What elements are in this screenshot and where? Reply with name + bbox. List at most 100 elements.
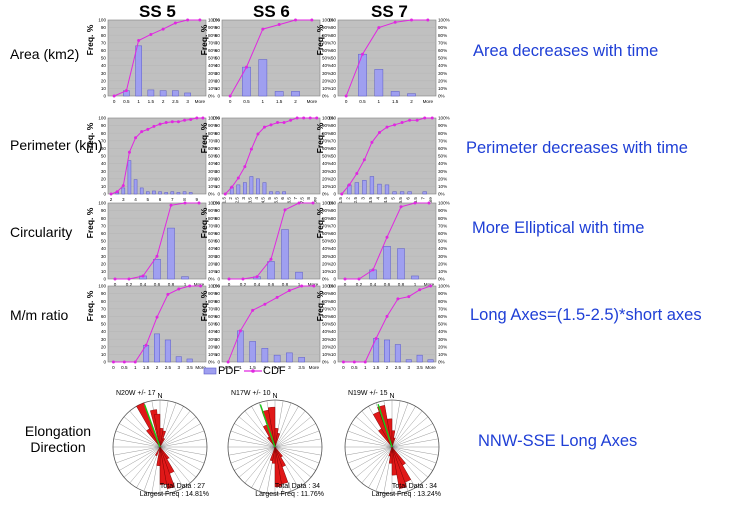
circularity-ss7-right-tick: 20%	[438, 261, 447, 266]
rose-ss5-spoke	[115, 446, 161, 464]
column-header-ss7: SS 7	[371, 2, 408, 21]
mm-ratio-ss5-right-tick: 80%	[208, 299, 217, 304]
mm-ratio-ss5-pdf-bar	[154, 333, 160, 363]
rose-ss7-spoke	[391, 446, 433, 471]
circularity-ss5-right-tick: 80%	[208, 216, 217, 221]
area-ss5-cdf-point	[112, 94, 116, 98]
perimeter-ss6-left-tick: 30	[215, 169, 221, 174]
perimeter-ss5-cdf-point	[195, 116, 199, 120]
perimeter-ss5-pdf-bar	[127, 160, 132, 195]
mm-ratio-ss6-category-label: 3	[288, 365, 291, 370]
rose-ss7-petal	[372, 411, 393, 448]
rose-ss5-total-data: Total Data : 27	[160, 483, 205, 490]
perimeter-ss7-right-tick: 100%	[438, 116, 450, 121]
mm-ratio-ss7-cdf-point	[396, 297, 400, 301]
circularity-ss7-left-tick: 30	[331, 254, 337, 259]
mm-ratio-ss5-right-tick: 90%	[208, 291, 217, 296]
circularity-ss5-right-tick: 0%	[208, 277, 215, 282]
perimeter-ss5-cdf-point	[170, 120, 174, 124]
circularity-ss6-left-tick: 30	[215, 254, 221, 259]
mm-ratio-ss5-cdf-point	[166, 292, 170, 296]
mm-ratio-ss7-category-label: 1	[364, 365, 367, 370]
circularity-ss5-cdf-point	[197, 201, 201, 205]
perimeter-ss7-category-label: 1.5	[338, 197, 343, 204]
perimeter-ss6-y-axis-label: Freq. %	[199, 122, 209, 153]
perimeter-ss5-cdf-point	[140, 130, 144, 134]
area-ss5-right-tick: 80%	[208, 33, 217, 38]
perimeter-ss6-left-tick: 0	[217, 192, 220, 197]
perimeter-ss6-cdf-point	[282, 121, 286, 125]
area-ss6-right-tick: 60%	[322, 48, 331, 53]
perimeter-ss5-cdf-point	[176, 120, 180, 124]
circularity-ss7-right-tick: 70%	[438, 223, 447, 228]
rose-ss7-spoke	[355, 416, 393, 448]
circularity-ss6-cdf-point	[255, 275, 259, 279]
mm-ratio-ss6-cdf-point	[251, 308, 255, 312]
perimeter-ss7-left-tick: 50	[331, 154, 337, 159]
perimeter-ss5-cdf-point	[127, 150, 131, 154]
rose-ss6-direction-label: N17W +/- 10	[231, 390, 271, 397]
area-ss6-y-axis-label: Freq. %	[199, 24, 209, 55]
perimeter-ss7-left-tick: 40	[331, 161, 337, 166]
perimeter-ss7-left-tick: 20	[331, 176, 337, 181]
circularity-ss6-pdf-bar	[267, 261, 275, 280]
mm-ratio-ss7-cdf-point	[352, 360, 356, 364]
perimeter-ss7-pdf-bar	[407, 191, 412, 195]
mm-ratio-ss6-category-label: 0.5	[225, 365, 232, 370]
area-ss7-left-tick: 70	[331, 40, 337, 45]
area-ss7-left-tick: 100	[328, 18, 336, 23]
circularity-ss5-right-tick: 60%	[208, 231, 217, 236]
mm-ratio-ss6-pdf-bar	[261, 348, 269, 363]
perimeter-ss6-category-label: 8	[306, 197, 311, 200]
area-ss6-right-tick: 10%	[322, 86, 331, 91]
area-ss5-left-tick: 20	[101, 78, 107, 83]
area-ss7-pdf-bar	[407, 93, 416, 97]
circularity-ss5-cdf-point	[113, 277, 117, 281]
perimeter-ss6-cdf-point	[236, 176, 240, 180]
area-ss6-cdf-point	[294, 18, 297, 22]
area-ss6-right-tick: 30%	[322, 71, 331, 76]
mm-ratio-ss6-category-label: 2	[264, 365, 267, 370]
mm-ratio-ss7-cdf-point	[374, 336, 378, 340]
area-ss5-pdf-bar	[147, 89, 155, 97]
circularity-ss7-category-label: 0.4	[370, 282, 377, 287]
perimeter-ss7-left-tick: 0	[333, 192, 336, 197]
circularity-ss7-pdf-bar	[383, 246, 391, 280]
area-ss5-category-label: More	[195, 99, 206, 104]
circularity-ss6-right-tick: 80%	[322, 216, 331, 221]
circularity-ss7-category-label: 0.6	[384, 282, 391, 287]
circularity-ss5-left-tick: 80	[101, 216, 107, 221]
circularity-ss5-left-tick: 100	[98, 201, 106, 206]
area-ss6-left-tick: 50	[215, 56, 221, 61]
area-ss5-right-tick: 60%	[208, 48, 217, 53]
mm-ratio-ss5-right-tick: 0%	[208, 360, 215, 365]
perimeter-ss7-left-tick: 100	[328, 116, 336, 121]
rose-ss5-spoke	[159, 410, 191, 448]
area-ss7-right-tick: 40%	[438, 63, 447, 68]
perimeter-ss6-left-tick: 90	[215, 123, 221, 128]
circularity-ss6-left-tick: 90	[215, 208, 221, 213]
circularity-ss7-left-tick: 20	[331, 261, 337, 266]
circularity-ss5-cdf-point	[127, 277, 131, 281]
area-ss7-right-tick: 70%	[438, 40, 447, 45]
mm-ratio-ss5-left-tick: 100	[98, 284, 106, 289]
mm-ratio-ss6-left-tick: 10	[215, 352, 221, 357]
mm-ratio-ss7-category-label: 1.5	[373, 365, 380, 370]
mm-ratio-ss7-category-label: 2	[386, 365, 389, 370]
rose-ss5-petal	[136, 402, 161, 448]
mm-ratio-ss7-right-tick: 30%	[438, 337, 447, 342]
perimeter-ss6-category-label: 7	[293, 197, 298, 200]
perimeter-ss6-cdf-point	[276, 121, 280, 125]
perimeter-ss5-category-label: 6	[159, 197, 162, 202]
circularity-ss6-left-tick: 100	[212, 201, 220, 206]
circularity-ss6-left-tick: 50	[215, 239, 221, 244]
rose-ss5-largest-freq: Largest Freq : 14.81%	[140, 491, 209, 498]
mm-ratio-ss7-left-tick: 50	[331, 322, 337, 327]
area-ss7-cdf-point	[426, 18, 430, 22]
mm-ratio-ss7-cdf-point	[385, 314, 389, 318]
circularity-ss7-left-tick: 10	[331, 269, 337, 274]
perimeter-ss6-left-tick: 20	[215, 176, 221, 181]
area-ss6-left-tick: 60	[215, 48, 221, 53]
circularity-ss6-right-tick: 90%	[322, 208, 331, 213]
rose-ss6-spoke	[274, 406, 299, 448]
